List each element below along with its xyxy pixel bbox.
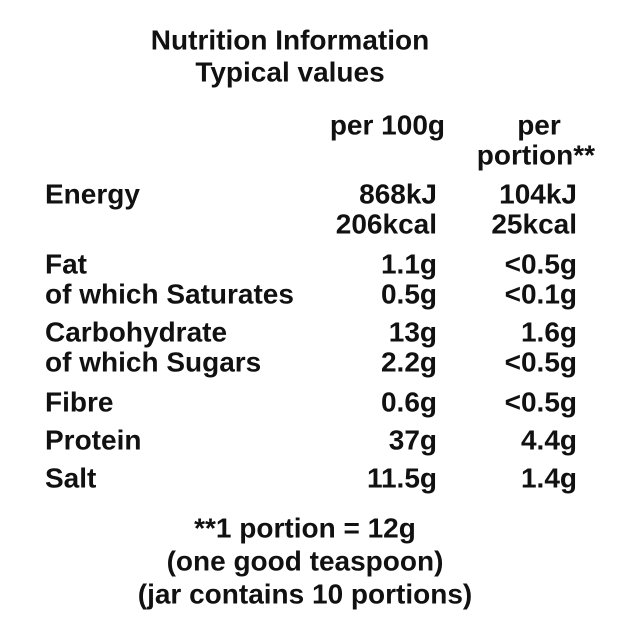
column-header: per [517, 109, 561, 140]
cell-value: 104kJ [499, 178, 577, 209]
cell-value: <0.5g [505, 386, 577, 417]
cell-value: <0.5g [505, 248, 577, 279]
row-label: Protein [45, 424, 141, 455]
row-label: Carbohydrate [45, 316, 227, 347]
row-label: of which Saturates [45, 278, 294, 309]
cell-value: 1.4g [521, 462, 577, 493]
cell-value: 37g [389, 424, 437, 455]
title: Nutrition Information [151, 24, 429, 55]
cell-value: 206kcal [336, 208, 437, 239]
cell-value: <0.5g [505, 346, 577, 377]
cell-value: <0.1g [505, 278, 577, 309]
cell-value: 1.6g [521, 316, 577, 347]
cell-value: 13g [389, 316, 437, 347]
cell-value: 0.6g [381, 386, 437, 417]
cell-value: 868kJ [359, 178, 437, 209]
column-header: portion** [477, 139, 595, 170]
row-label: of which Sugars [45, 346, 261, 377]
cell-value: 25kcal [491, 208, 577, 239]
row-label: Fat [45, 248, 87, 279]
cell-value: 2.2g [381, 346, 437, 377]
column-header: per 100g [330, 109, 445, 140]
row-label: Salt [45, 462, 96, 493]
cell-value: 0.5g [381, 278, 437, 309]
row-label: Energy [45, 178, 140, 209]
footnote: **1 portion = 12g [194, 512, 416, 543]
row-label: Fibre [45, 386, 113, 417]
cell-value: 11.5g [367, 462, 437, 493]
cell-value: 4.4g [521, 424, 577, 455]
footnote: (jar contains 10 portions) [138, 578, 473, 609]
subtitle: Typical values [195, 56, 384, 87]
cell-value: 1.1g [381, 248, 437, 279]
footnote: (one good teaspoon) [167, 545, 444, 576]
